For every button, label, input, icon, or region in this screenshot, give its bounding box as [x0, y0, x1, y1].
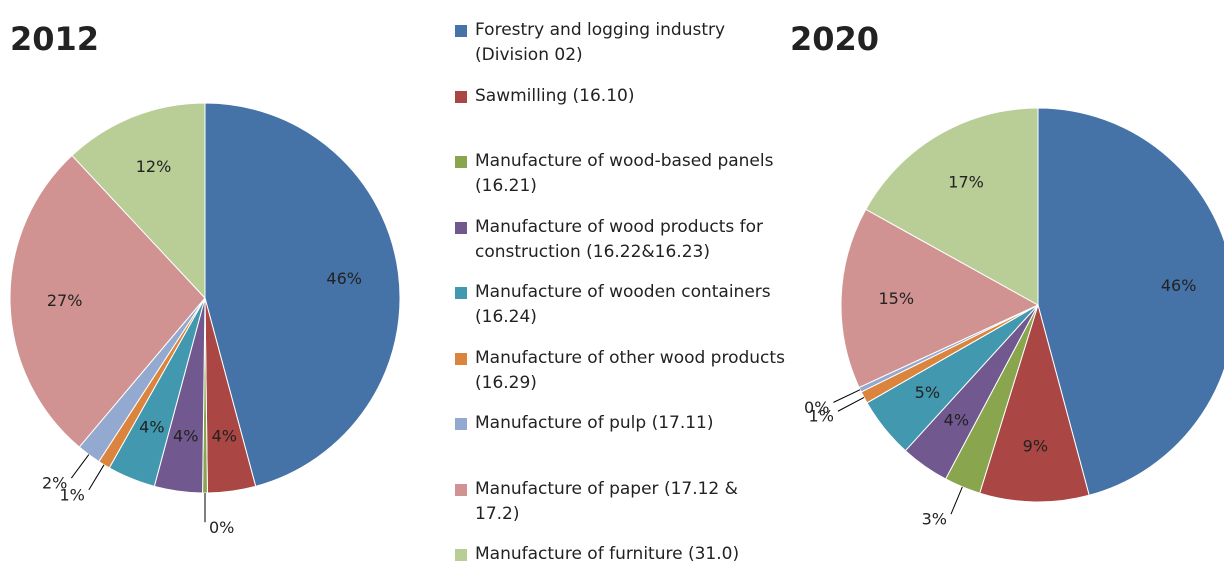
legend-item: Sawmilling (16.10): [455, 84, 785, 109]
chart-title: 2020: [790, 20, 879, 58]
data-label: 4%: [212, 427, 237, 446]
legend-label: Manufacture of other wood products (16.2…: [475, 347, 785, 393]
data-label: 17%: [948, 172, 984, 191]
legend-item: Manufacture of wooden containers (16.24): [455, 280, 785, 330]
pie-slice: [204, 102, 401, 487]
legend-swatch: [455, 287, 467, 299]
legend-swatch: [455, 90, 467, 103]
pie-slice: [979, 303, 1090, 503]
pie-slice: [9, 154, 206, 448]
pie-slice: [840, 208, 1040, 389]
legend-label: Manufacture of wooden containers (16.24): [475, 282, 771, 327]
legend-item: Forestry and logging industry (Division …: [455, 18, 785, 68]
legend-swatch: [455, 156, 467, 168]
leader-line: [88, 464, 105, 491]
data-label: 46%: [326, 269, 362, 288]
legend-swatch: [455, 549, 467, 561]
data-label: 9%: [1023, 436, 1048, 455]
data-label: 46%: [1161, 276, 1197, 295]
legend-item: Manufacture of wood-based panels (16.21): [455, 149, 785, 199]
pie-slice: [1037, 107, 1224, 496]
legend-label: Manufacture of furniture (31.0): [475, 544, 740, 563]
legend-item: Manufacture of paper (17.12 & 17.2): [455, 477, 785, 527]
legend-label: Manufacture of wood products for constru…: [475, 216, 764, 262]
data-label: 27%: [47, 291, 83, 310]
legend-item: Manufacture of wood products for constru…: [455, 215, 785, 265]
data-label: 0%: [209, 518, 234, 537]
pie-slice: [865, 107, 1039, 306]
leader-line: [837, 396, 865, 412]
leader-line: [833, 389, 861, 403]
legend-swatch: [455, 25, 467, 37]
data-label: 12%: [136, 157, 172, 176]
legend-swatch: [455, 352, 467, 365]
data-label: 0%: [804, 398, 829, 417]
data-label: 15%: [878, 289, 914, 308]
data-label: 2%: [42, 474, 67, 493]
pie-slice: [71, 102, 206, 300]
legend-label: Manufacture of pulp (17.11): [475, 413, 714, 433]
leader-line: [70, 454, 90, 479]
legend-swatch: [455, 418, 467, 430]
data-label: 1%: [809, 407, 834, 426]
legend-label: Manufacture of wood-based panels (16.21): [475, 151, 774, 196]
legend-label: Sawmilling (16.10): [475, 85, 635, 106]
data-label: 4%: [139, 417, 164, 436]
data-label: 3%: [922, 510, 947, 529]
data-label: 1%: [59, 485, 84, 504]
legend-swatch: [455, 483, 467, 496]
legend-item: Manufacture of pulp (17.11): [455, 411, 785, 436]
data-label: 5%: [915, 383, 940, 402]
chart-title: 2012: [10, 20, 99, 58]
data-label: 4%: [173, 427, 198, 446]
legend-swatch: [455, 221, 467, 234]
legend-label: Forestry and logging industry (Division …: [475, 20, 726, 65]
data-label: 4%: [944, 410, 969, 429]
legend-item: Manufacture of furniture (31.0): [455, 542, 785, 563]
legend-label: Manufacture of paper (17.12 & 17.2): [475, 478, 738, 524]
legend-item: Manufacture of other wood products (16.2…: [455, 346, 785, 396]
leader-line: [950, 486, 963, 515]
